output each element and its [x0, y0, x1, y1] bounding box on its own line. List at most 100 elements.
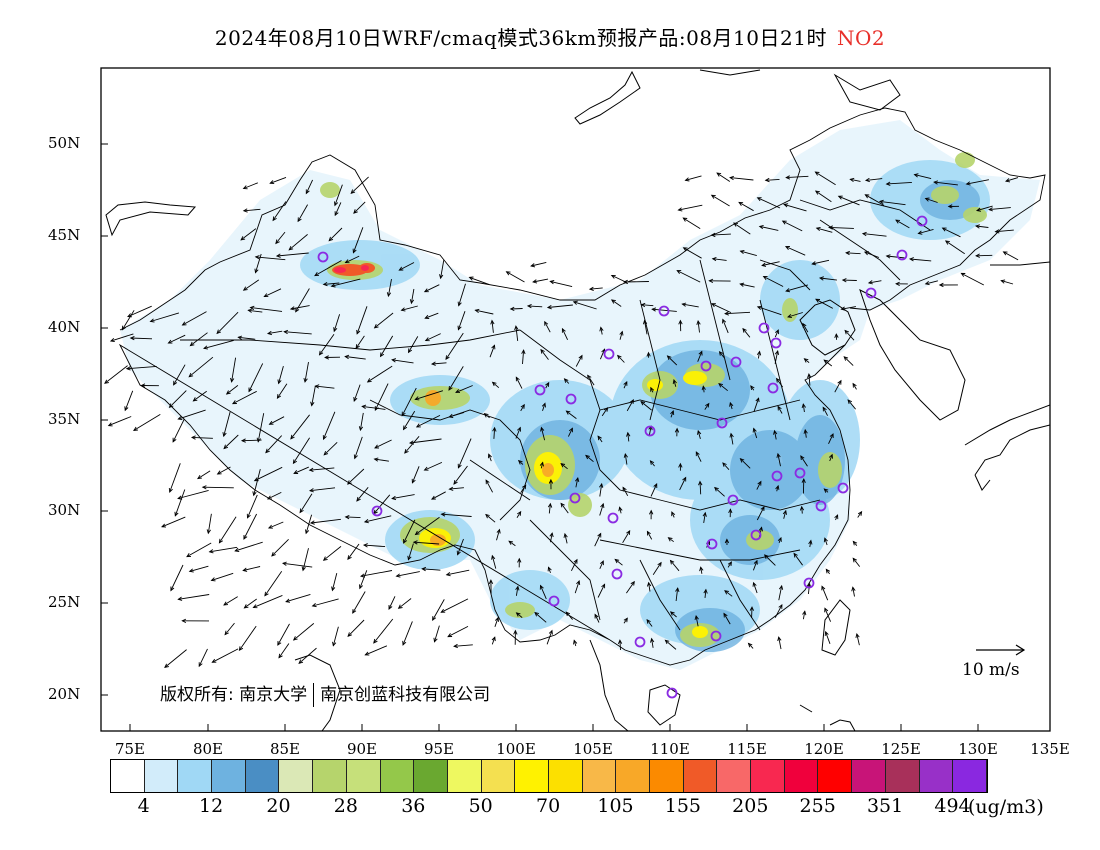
wind-arrow-head: [800, 455, 805, 461]
wind-arrow-head: [328, 236, 334, 242]
wind-arrow-head: [517, 459, 523, 465]
wind-arrow-head: [787, 313, 792, 319]
copyright-prefix: 版权所有:: [160, 685, 234, 705]
wind-arrow-head: [453, 480, 458, 485]
page-title: 2024年08月10日WRF/cmaq模式36km预报产品:08月10日21时 N…: [0, 22, 1100, 51]
station-marker: [727, 494, 739, 506]
wind-arrow-head: [356, 496, 361, 502]
wind-arrow-head: [289, 306, 295, 311]
wind-arrow: [331, 278, 361, 287]
wind-arrow: [448, 366, 464, 391]
colorbar-label: 205: [732, 795, 769, 817]
station-marker: [603, 348, 615, 360]
wind-arrow-head: [811, 261, 817, 266]
wind-arrow-head: [539, 461, 544, 467]
wind-arrow: [455, 385, 473, 393]
wind-arrow-head: [133, 426, 138, 431]
colorbar-swatch: [481, 760, 516, 792]
wind-arrow-head: [837, 379, 842, 385]
wind-arrow-head: [168, 403, 174, 409]
wind-arrow: [829, 454, 833, 462]
wind-arrow: [651, 638, 654, 648]
wind-arrow: [413, 541, 440, 545]
wind-arrow-head: [305, 529, 310, 535]
wind-arrow-head: [710, 194, 716, 199]
wind-arrow: [801, 506, 803, 514]
wind-arrow: [683, 247, 702, 259]
wind-arrow-head: [988, 207, 993, 212]
station-marker: [634, 636, 646, 648]
colorbar-swatch: [818, 760, 853, 792]
longitude-label: 85E: [269, 740, 301, 758]
wind-arrow-head: [597, 532, 602, 538]
wind-arrow-head: [803, 428, 808, 434]
station-marker: [794, 467, 806, 479]
wind-arrow-head: [522, 484, 527, 490]
wind-arrow: [774, 604, 783, 618]
wind-arrow: [275, 231, 286, 244]
wind-arrow: [182, 311, 207, 326]
wind-arrow-head: [395, 573, 401, 578]
wind-arrow-head: [295, 307, 300, 313]
wind-arrow-head: [398, 266, 404, 271]
wind-arrow: [333, 314, 341, 332]
wind-arrow: [411, 466, 420, 483]
wind-arrow-head: [824, 607, 829, 613]
wind-arrow: [742, 328, 751, 338]
colorbar-label: 20: [266, 795, 291, 817]
wind-arrow: [110, 333, 134, 342]
wind-arrow: [652, 562, 662, 576]
wind-arrow: [704, 589, 707, 598]
wind-arrow-head: [599, 482, 604, 488]
wind-arrow: [172, 418, 185, 442]
wind-arrow-head: [578, 354, 583, 360]
colorbar-swatch: [414, 760, 448, 792]
wind-arrow: [238, 336, 256, 340]
wind-arrow-head: [222, 432, 227, 438]
wind-arrow: [401, 387, 417, 416]
wind-arrow: [243, 182, 258, 189]
wind-arrow: [599, 483, 603, 497]
colorbar-unit: (ug/m3): [968, 796, 1044, 818]
wind-arrow: [189, 565, 209, 572]
wind-arrow-head: [699, 566, 704, 572]
wind-arrow: [293, 437, 310, 464]
wind-arrow: [457, 538, 464, 555]
wind-arrow: [323, 411, 336, 440]
wind-arrow: [347, 543, 360, 560]
wind-arrow: [223, 411, 231, 437]
wind-arrow: [446, 569, 470, 576]
wind-arrow: [626, 581, 635, 594]
wind-arrow: [403, 519, 416, 544]
wind-arrow-head: [760, 506, 765, 512]
wind-arrow: [193, 390, 207, 402]
wind-arrow: [104, 365, 128, 384]
wind-arrow: [387, 279, 392, 297]
station-marker: [771, 470, 783, 482]
wind-arrow-head: [167, 339, 173, 344]
wind-arrow-head: [256, 437, 261, 443]
colorbar-label: 255: [799, 795, 836, 817]
wind-arrow: [748, 643, 754, 649]
wind-arrow: [975, 225, 989, 228]
wind-arrow-head: [648, 509, 654, 515]
wind-arrow-head: [403, 539, 408, 544]
wind-arrow: [169, 390, 187, 408]
wind-arrow: [269, 416, 285, 425]
wind-arrow: [328, 227, 343, 242]
wind-arrow: [865, 194, 885, 206]
wind-arrow-head: [544, 320, 549, 326]
wind-arrow: [530, 261, 547, 267]
wind-arrow-head: [330, 283, 336, 288]
longitude-label: 135E: [1030, 740, 1070, 758]
wind-arrow: [407, 543, 414, 560]
wind-arrow: [244, 598, 257, 609]
wind-arrow: [398, 598, 412, 609]
wind-arrow: [895, 219, 910, 229]
wind-arrow-head: [548, 629, 553, 635]
wind-arrow-head: [483, 413, 489, 418]
wind-arrow-head: [560, 502, 565, 508]
station-marker: [666, 687, 678, 699]
longitude-label: 90E: [346, 740, 378, 758]
wind-arrow: [824, 538, 828, 546]
